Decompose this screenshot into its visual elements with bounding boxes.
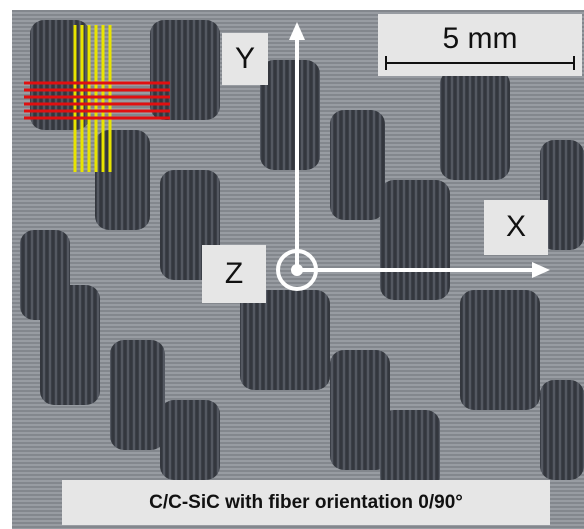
micrograph: Y X Z 5 mm C/C-SiC with fiber orientatio…	[0, 0, 584, 529]
caption: C/C-SiC with fiber orientation 0/90°	[149, 492, 463, 513]
x-axis-label: X	[506, 210, 526, 243]
z-axis-label: Z	[225, 257, 243, 290]
y-axis-label: Y	[235, 42, 255, 75]
scale-bar-label: 5 mm	[443, 22, 518, 55]
page: Y X Z 5 mm C/C-SiC with fiber orientatio…	[0, 0, 584, 529]
